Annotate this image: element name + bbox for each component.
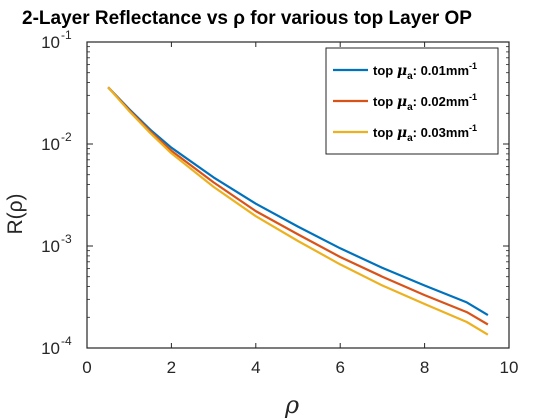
series-line-1 [107,86,489,317]
y-axis-label: R(ρ) [4,193,27,234]
x-tick-label: 6 [335,358,344,377]
y-axis-ticks: 10-110-210-310-4 [41,28,509,358]
x-tick-label: 8 [420,358,429,377]
y-tick-exponent: -3 [61,232,72,246]
x-axis-label: ρ [284,391,299,419]
x-tick-label: 2 [167,358,176,377]
legend-label-3: top μa: 0.03mm-1 [373,123,477,144]
y-tick-label: 10 [41,135,60,154]
legend-label-2: top μa: 0.02mm-1 [373,92,477,113]
y-tick-label: 10 [41,33,60,52]
x-tick-label: 0 [82,358,91,377]
legend-label-1: top μa: 0.01mm-1 [373,61,477,82]
y-tick-label: 10 [41,339,60,358]
y-tick-label: 10 [41,237,60,256]
y-tick-exponent: -2 [61,130,72,144]
legend: top μa: 0.01mm-1 top μa: 0.02mm-1 top μa: … [325,47,499,155]
y-tick-exponent: -1 [61,28,72,42]
y-tick-exponent: -4 [61,334,72,348]
x-tick-label: 10 [500,358,519,377]
chart-title: 2-Layer Reflectance vs ρ for various top… [22,8,472,29]
x-tick-label: 4 [251,358,260,377]
series-lines [107,86,489,336]
series-line-3 [107,86,489,336]
x-axis-ticks: 0 2 4 6 8 10 [82,42,518,377]
